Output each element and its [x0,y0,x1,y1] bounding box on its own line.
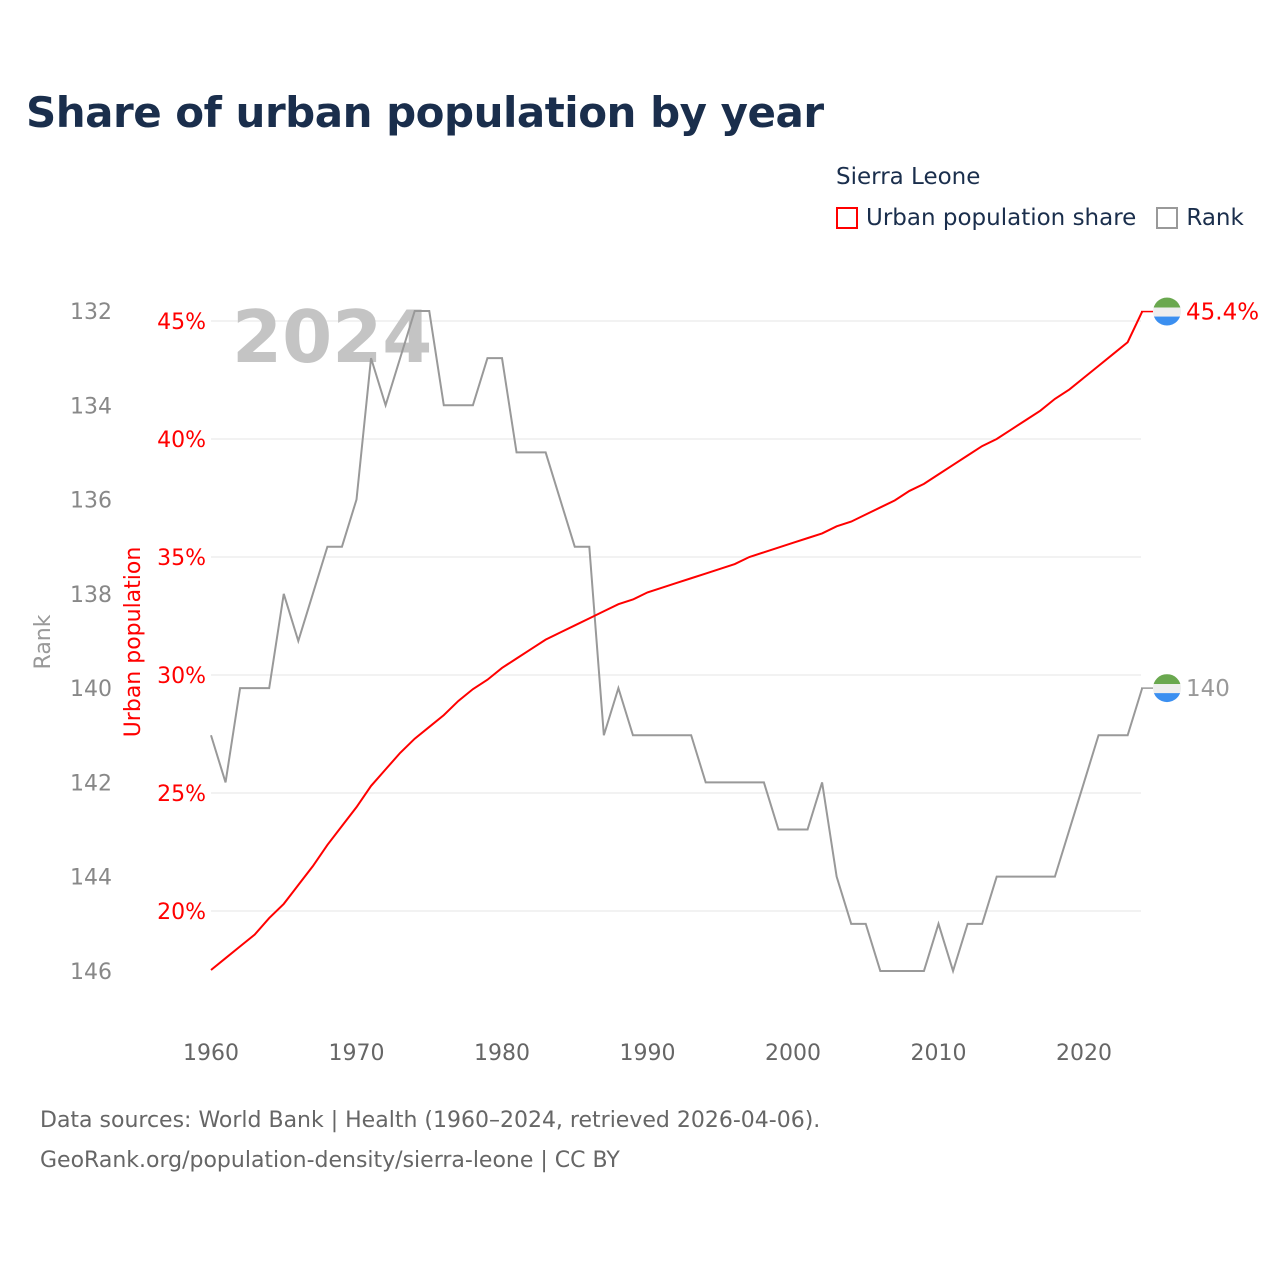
flag-green-stripe [1153,297,1181,308]
legend-label-rank[interactable]: Rank [1186,205,1244,231]
y-urban-axis-title: Urban population [121,547,146,738]
y-urban-tick-label: 35% [157,546,206,571]
y-rank-tick-label: 144 [70,866,112,891]
flag-green-stripe [1153,674,1181,685]
flag-blue-stripe [1153,316,1181,326]
x-tick-label: 1970 [329,1041,385,1066]
legend-country: Sierra Leone [836,164,981,190]
legend-swatch-urban [836,207,858,229]
y-rank-tick-label: 140 [70,677,112,702]
y-urban-tick-label: 30% [157,664,206,689]
footer-link[interactable]: GeoRank.org/population-density/sierra-le… [40,1148,620,1173]
y-rank-tick-label: 136 [70,489,112,514]
legend-label-urban[interactable]: Urban population share [866,205,1137,231]
y-urban-tick-label: 45% [157,310,206,335]
x-tick-label: 2010 [911,1041,967,1066]
chart-title: Share of urban population by year [26,88,824,137]
rank-line [210,310,1144,975]
legend-swatch-rank [1156,207,1179,229]
footer-source: Data sources: World Bank | Health (1960–… [40,1108,821,1133]
y-urban-tick-label: 25% [157,782,206,807]
urban-share-line [210,311,1144,971]
x-tick-label: 1980 [474,1041,530,1066]
y-rank-tick-label: 142 [70,771,112,796]
urban-end-label: 45.4% [1186,300,1259,326]
flag-white-stripe [1153,307,1181,317]
y-rank-tick-label: 146 [70,960,112,985]
x-tick-label: 2000 [765,1041,821,1066]
y-rank-tick-label: 132 [70,300,112,325]
y-rank-tick-label: 134 [70,394,112,419]
rank-end-label: 140 [1186,676,1230,702]
y-urban-tick-label: 40% [157,428,206,453]
y-rank-tick-label: 138 [70,583,112,608]
flag-white-stripe [1153,684,1181,694]
x-tick-label: 2020 [1056,1041,1112,1066]
x-tick-label: 1960 [183,1041,239,1066]
legend: Urban population share Rank [836,205,1244,231]
year-watermark: 2024 [232,295,432,379]
sierra-leone-flag-icon [1153,297,1181,326]
x-tick-label: 1990 [620,1041,676,1066]
sierra-leone-flag-icon [1153,674,1181,703]
y-urban-tick-label: 20% [157,900,206,925]
y-rank-axis-title: Rank [31,614,56,669]
flag-blue-stripe [1153,693,1181,703]
